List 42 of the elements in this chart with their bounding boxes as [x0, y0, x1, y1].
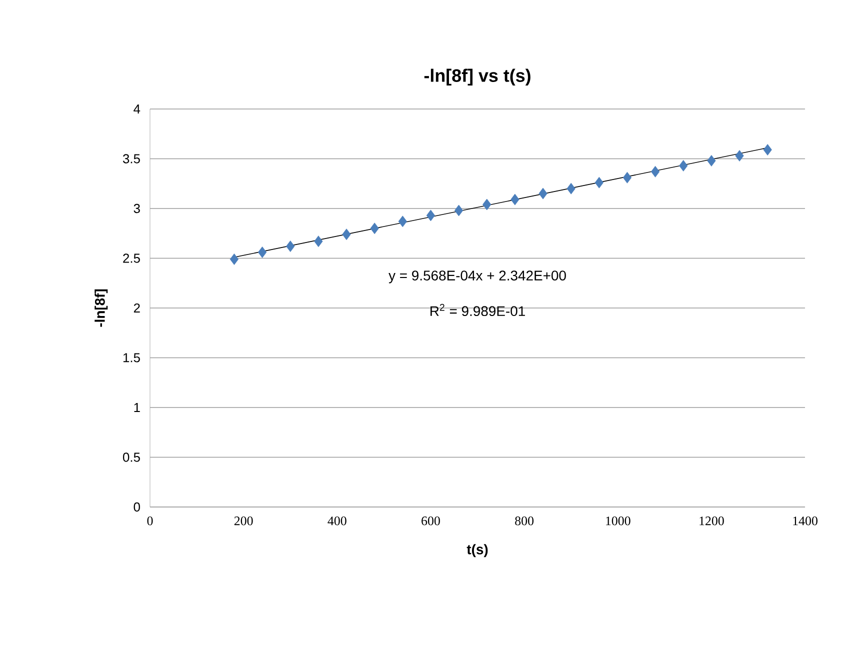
point — [707, 155, 716, 166]
y-tick-label: 3 — [134, 204, 140, 214]
point — [370, 222, 379, 234]
point — [258, 246, 267, 258]
point — [342, 228, 351, 240]
x-tick-label: 1200 — [700, 516, 724, 526]
x-tick-label: 0 — [147, 516, 153, 526]
y-tick-label: 4 — [134, 104, 140, 114]
y-tick-label: 1 — [134, 403, 140, 412]
y-axis-title: -ln[8f] — [94, 289, 108, 327]
x-tick-label: 600 — [422, 516, 440, 526]
point — [230, 254, 239, 265]
x-tick-label: 800 — [515, 516, 534, 526]
y-tick-label: 1.5 — [123, 353, 140, 362]
x-tick-label: 200 — [234, 516, 253, 526]
x-tick-label: 400 — [328, 516, 346, 526]
point — [482, 198, 492, 210]
point — [538, 188, 548, 200]
y-tick-label: 0 — [134, 502, 140, 512]
point — [426, 210, 436, 222]
y-tick-label: 3.5 — [122, 154, 140, 164]
x-tick-label: 1400 — [793, 516, 818, 526]
point — [622, 172, 632, 184]
annotation: R$^{2}$ = 9.989E-01 — [430, 304, 525, 316]
x-tick-label: 1000 — [606, 516, 630, 526]
y-tick-label: 2.5 — [123, 254, 140, 263]
point — [679, 160, 688, 172]
point — [454, 204, 464, 216]
chart-title: -ln[8f] vs t(s) — [424, 68, 530, 86]
point — [763, 144, 772, 156]
point — [398, 216, 407, 228]
x-axis-title: t(s) — [466, 544, 488, 558]
point — [594, 176, 604, 188]
y-tick-label: 0.5 — [122, 452, 140, 462]
point — [735, 150, 744, 162]
point — [566, 182, 576, 194]
y-tick-label: 2 — [134, 303, 140, 313]
point — [510, 194, 520, 206]
point — [650, 166, 660, 178]
point — [286, 240, 295, 252]
annotation: y = 9.568E-04x + 2.342E+00 — [388, 270, 566, 284]
point — [314, 236, 323, 248]
